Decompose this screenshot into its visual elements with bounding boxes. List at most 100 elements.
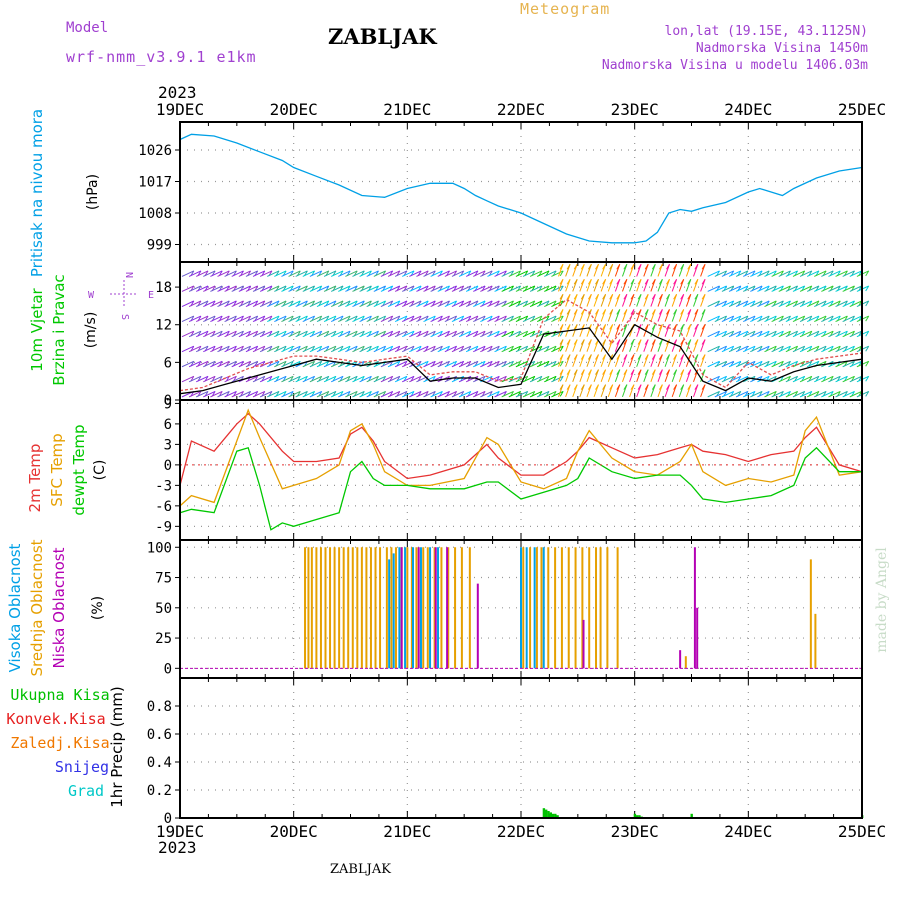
wind-barb (309, 360, 322, 368)
wind-barb (821, 300, 834, 307)
wind-barb-feather (559, 309, 564, 315)
wind-barb (203, 270, 216, 277)
compass-n: N (123, 272, 134, 278)
wind-barb (444, 285, 457, 292)
wind-barb (458, 315, 472, 323)
wind-title-2: Brzina i Pravac (50, 274, 68, 385)
wind-barb (771, 360, 784, 368)
wind-barbs (181, 263, 870, 398)
wind-barb (288, 315, 301, 323)
wind-barb-feather (630, 294, 635, 300)
wind-barb-feather (630, 384, 635, 390)
wind-barb (536, 270, 550, 277)
wind-barb (778, 345, 791, 353)
xtick-label-top: 20DEC (270, 100, 318, 119)
wind-barb (714, 375, 727, 383)
wind-barb-feather (673, 384, 678, 390)
wind-barb (735, 285, 749, 292)
wind-barb (274, 390, 287, 398)
wind-barb (735, 360, 749, 368)
xtick-label-top: 24DEC (724, 100, 772, 119)
ytick-label: -3 (155, 478, 172, 494)
wind-barb (792, 270, 805, 277)
wind-barb-feather (595, 263, 599, 270)
wind-barb (316, 270, 330, 277)
wind-barb-feather (687, 263, 692, 270)
wind-barb (217, 390, 230, 398)
wind-barb (380, 390, 393, 398)
wind-barb-feather (559, 315, 564, 322)
wind-barb (465, 375, 479, 383)
wind-barb-feather (559, 294, 564, 300)
precip-total-bar (551, 813, 555, 818)
wind-barb (224, 375, 237, 383)
wind-barb (387, 270, 401, 277)
wind-barb (387, 285, 401, 292)
wind-barb (785, 285, 798, 292)
wind-barb (359, 300, 372, 307)
wind-barb (437, 390, 450, 398)
wind-barb (203, 315, 216, 323)
wind-barb (394, 330, 408, 338)
wind-barb (792, 390, 805, 398)
dewpt-line (179, 446, 862, 531)
wind-barb-feather (630, 279, 635, 285)
wind-barb (444, 315, 457, 323)
wind-barb-feather (609, 279, 614, 285)
wind-barb (181, 315, 195, 323)
wind-barb-feather (701, 309, 706, 315)
ytick-label: -9 (155, 519, 172, 535)
cloud-mid-title: Srednja Oblacnost (28, 539, 46, 676)
wind-barb (387, 300, 401, 307)
wind-barb (473, 300, 486, 307)
wind-barb (487, 360, 500, 368)
wind-barb (721, 270, 734, 277)
wind-barb (352, 345, 365, 353)
wind-barb (338, 270, 351, 277)
wind-barb-feather (559, 384, 564, 390)
wind-barb-feather (580, 339, 585, 345)
wind-barb-feather (694, 263, 699, 270)
compass-w: W (88, 290, 95, 301)
wind-barb-feather (559, 391, 564, 397)
wind-barb (743, 285, 756, 292)
wind-barb (522, 315, 536, 323)
wind-barb (735, 345, 749, 353)
wind-barb-feather (566, 309, 571, 315)
tsfc-line (179, 408, 863, 507)
wind-barb-feather (673, 324, 678, 330)
wind-barb (728, 285, 742, 292)
wind-barb (480, 270, 493, 277)
wind-barb (416, 345, 429, 353)
wind-barb (480, 300, 493, 307)
wind-barb (473, 285, 486, 292)
wind-barb (394, 315, 408, 323)
wind-barb-feather (687, 294, 692, 300)
wind-barb-feather (687, 324, 692, 330)
wind-barb (451, 300, 464, 307)
product-title: Meteogram (520, 0, 611, 18)
wind-barb-feather (609, 263, 614, 270)
wind-barb-feather (602, 294, 607, 300)
wind-barb-feather (651, 279, 656, 285)
wind-barb (792, 375, 805, 383)
wind-barb (295, 285, 308, 292)
wind-barb (735, 375, 749, 383)
wind-barb-feather (680, 309, 685, 315)
wind-barb (529, 375, 543, 383)
wind-barb (757, 315, 770, 323)
wind-barb (842, 270, 855, 277)
wind-barb (316, 390, 330, 398)
wind-barb-feather (673, 354, 678, 360)
wind-barb (345, 285, 358, 292)
wind-barb (217, 315, 230, 323)
wind-barb (785, 390, 798, 398)
wind-barb-feather (616, 294, 621, 300)
wind-barb-feather (609, 309, 614, 315)
wind-barb (501, 270, 514, 277)
wind-barb (750, 285, 763, 292)
wind-barb (473, 270, 486, 277)
wind-barb (267, 345, 280, 353)
wind-barb (259, 390, 273, 398)
wind-barb-feather (644, 324, 649, 330)
